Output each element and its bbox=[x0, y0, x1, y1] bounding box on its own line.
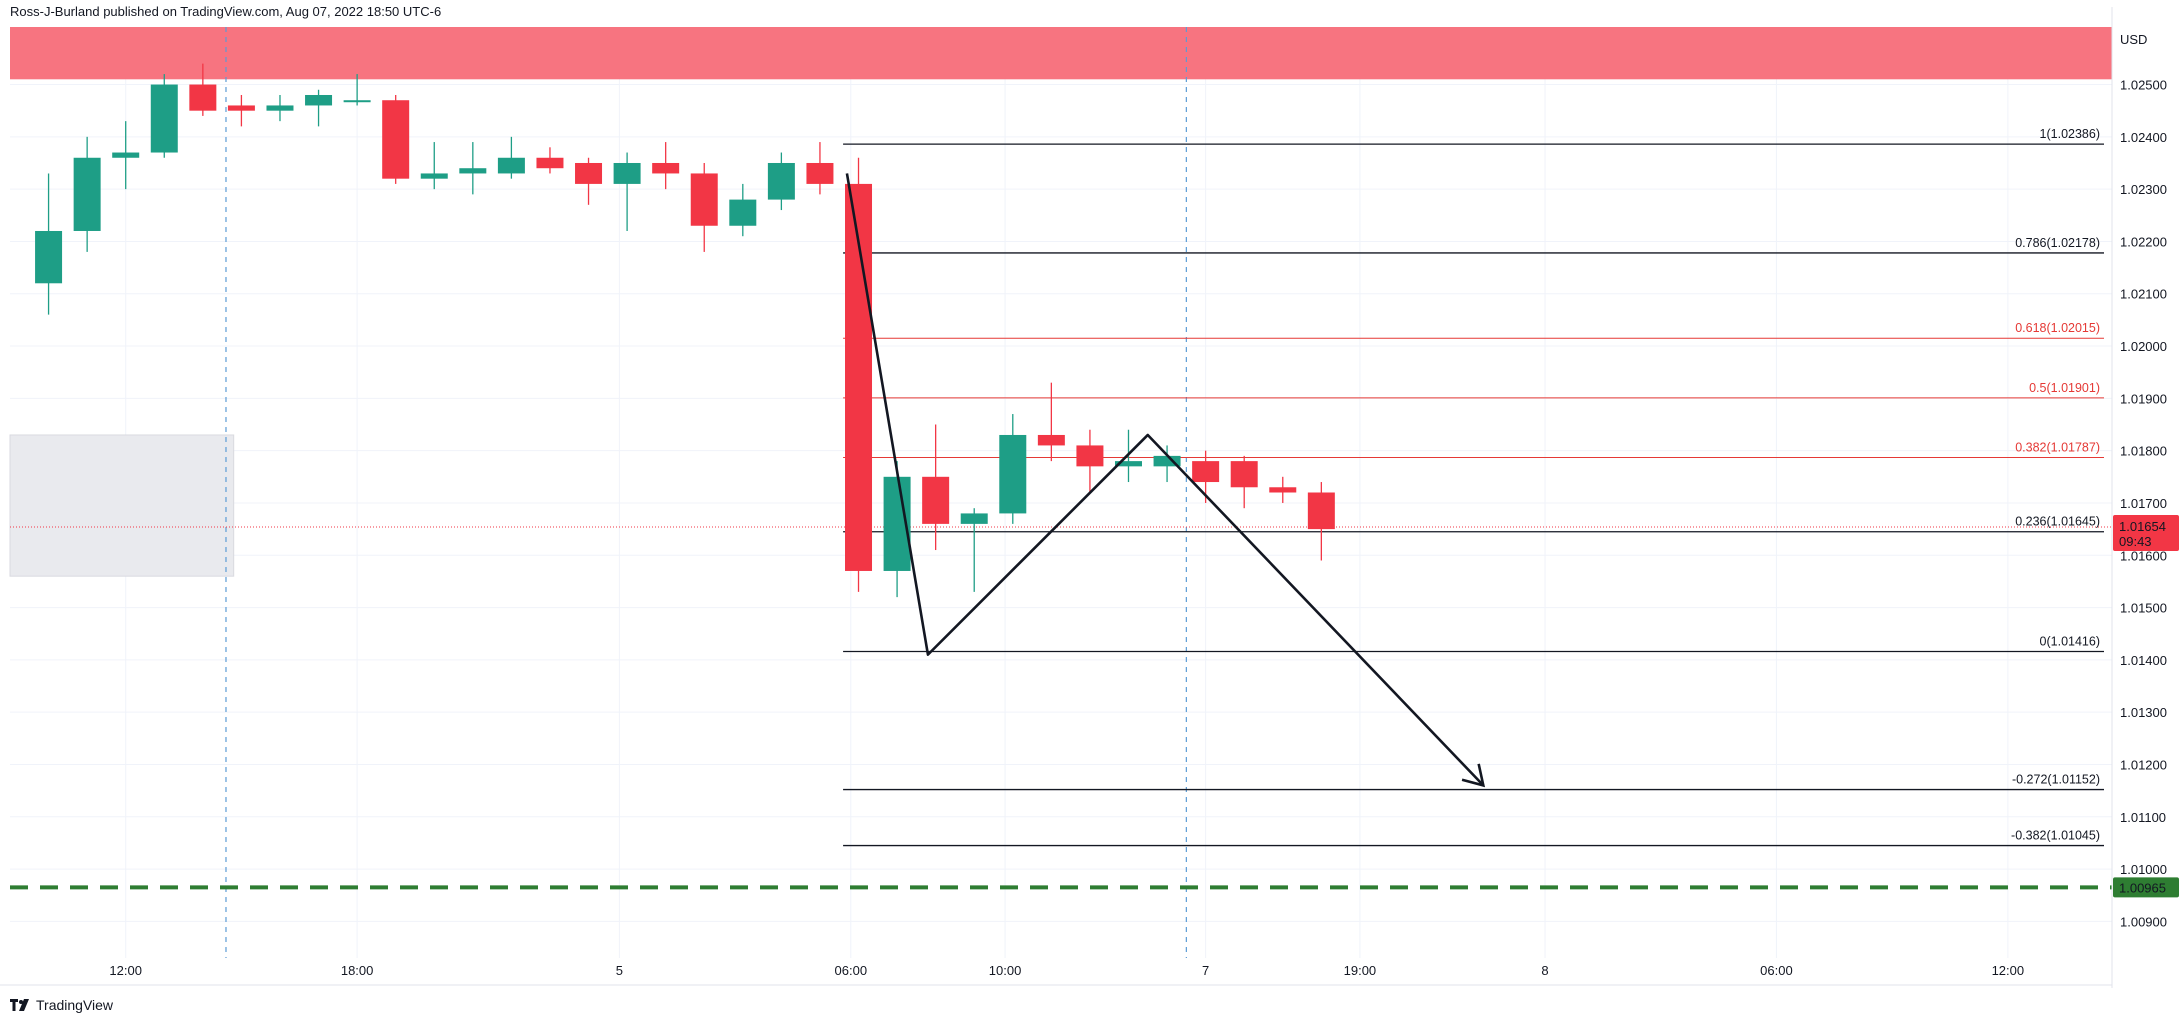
time-tick-label: 06:00 bbox=[835, 963, 868, 978]
candle-body bbox=[1192, 461, 1220, 483]
candle-body bbox=[112, 152, 140, 158]
fib-level-label: 0.618(1.02015) bbox=[2015, 321, 2100, 335]
time-tick-label: 18:00 bbox=[341, 963, 374, 978]
price-tick-label: 1.02100 bbox=[2120, 287, 2167, 302]
candle-body bbox=[1230, 461, 1258, 488]
currency-label: USD bbox=[2120, 32, 2147, 47]
time-axis: 12:00 18:00 5 06:00 10:00 7 19:00 8 06:00 12:00 bbox=[0, 963, 2112, 986]
support-price-tag bbox=[2113, 877, 2179, 898]
tradingview-logo-icon bbox=[10, 999, 30, 1011]
candle-body bbox=[35, 230, 63, 284]
price-tick-label: 1.02300 bbox=[2120, 182, 2167, 197]
time-tick-label: 19:00 bbox=[1344, 963, 1377, 978]
price-tick-label: 1.01300 bbox=[2120, 705, 2167, 720]
candle-body bbox=[189, 84, 217, 111]
candle-body bbox=[305, 94, 333, 106]
price-path-drawing bbox=[845, 173, 1486, 788]
candle-body bbox=[690, 173, 718, 226]
candle-body bbox=[575, 162, 603, 184]
projection-path bbox=[845, 173, 1485, 787]
candle-body bbox=[652, 162, 680, 174]
price-tick-label: 1.01400 bbox=[2120, 653, 2167, 668]
price-tick-label: 1.02200 bbox=[2120, 234, 2167, 249]
time-tick-label: 7 bbox=[1202, 963, 1209, 978]
candle-body bbox=[73, 157, 101, 231]
price-tick-label: 1.01800 bbox=[2120, 444, 2167, 459]
candle-body bbox=[1114, 461, 1142, 467]
last-price-tag bbox=[2113, 515, 2179, 552]
chart-zones bbox=[9, 27, 2112, 577]
fib-level-label: 1(1.02386) bbox=[2040, 127, 2100, 141]
chart-grid bbox=[10, 27, 2112, 958]
candle-body bbox=[536, 157, 564, 169]
price-tick-label: 1.02400 bbox=[2120, 130, 2167, 145]
candle-body bbox=[150, 84, 178, 153]
fib-level-label: 0(1.01416) bbox=[2040, 635, 2100, 649]
fib-level-label: 0.5(1.01901) bbox=[2029, 381, 2100, 395]
candle-body bbox=[459, 168, 487, 174]
time-tick-label: 12:00 bbox=[109, 963, 142, 978]
candle-body bbox=[1037, 434, 1065, 446]
price-axis: USD 1.00900 1.01000 1.01100 1.01200 1.01300 1.… bbox=[2111, 7, 2179, 988]
candle-body bbox=[960, 513, 988, 524]
price-tick-label: 1.01500 bbox=[2120, 601, 2167, 616]
footer-branding: TradingView bbox=[10, 997, 113, 1013]
consolidation-box bbox=[9, 434, 235, 577]
candle-body bbox=[266, 105, 294, 111]
fib-level-label: 0.236(1.01645) bbox=[2015, 515, 2100, 529]
candle-body bbox=[1307, 492, 1335, 530]
price-tick-label: 1.01000 bbox=[2120, 862, 2167, 877]
fibonacci-retracement: 1(1.02386) 0.786(1.02178) 0.618(1.02015) 0.… bbox=[10, 127, 2112, 847]
candle-body bbox=[922, 476, 950, 524]
fib-level-label: -0.272(1.01152) bbox=[2012, 773, 2100, 787]
last-price-label: 1.01654 bbox=[2119, 519, 2166, 534]
price-tick-label: 1.01900 bbox=[2120, 391, 2167, 406]
candle-body bbox=[613, 162, 641, 184]
price-tick-label: 1.01600 bbox=[2120, 548, 2167, 563]
candle-body bbox=[729, 199, 757, 226]
price-tick-label: 1.02500 bbox=[2120, 78, 2167, 93]
candle-body bbox=[999, 434, 1027, 514]
price-tick-label: 1.01200 bbox=[2120, 757, 2167, 772]
time-tick-label: 8 bbox=[1541, 963, 1548, 978]
candle-body bbox=[1076, 445, 1104, 467]
price-tick-label: 1.02000 bbox=[2120, 339, 2167, 354]
time-tick-label: 12:00 bbox=[1992, 963, 2025, 978]
publisher-attribution: Ross-J-Burland published on TradingView.… bbox=[10, 4, 442, 19]
price-tick-label: 1.01100 bbox=[2120, 810, 2166, 825]
session-separators bbox=[225, 27, 1187, 958]
candle-body bbox=[497, 157, 525, 174]
footer-brand-text: TradingView bbox=[36, 997, 114, 1013]
candle-body bbox=[420, 173, 448, 179]
candle-body bbox=[343, 100, 371, 103]
candle-body bbox=[1153, 455, 1181, 467]
candle-body bbox=[227, 105, 255, 111]
candle-body bbox=[767, 162, 795, 200]
resistance-zone bbox=[10, 27, 2112, 80]
price-tick-label: 1.00900 bbox=[2120, 914, 2167, 929]
support-price-label: 1.00965 bbox=[2119, 880, 2166, 895]
bar-countdown-label: 09:43 bbox=[2119, 534, 2152, 549]
candle-body bbox=[382, 100, 410, 179]
candle-body bbox=[806, 162, 834, 184]
fib-level-label: -0.382(1.01045) bbox=[2011, 829, 2100, 843]
time-tick-label: 5 bbox=[616, 963, 623, 978]
fib-level-label: 0.786(1.02178) bbox=[2015, 236, 2100, 250]
fib-level-label: 0.382(1.01787) bbox=[2015, 440, 2100, 454]
candle-body bbox=[1269, 487, 1297, 493]
arrow-head-icon bbox=[1461, 763, 1486, 788]
time-tick-label: 10:00 bbox=[989, 963, 1022, 978]
price-tick-label: 1.01700 bbox=[2120, 496, 2167, 511]
time-tick-label: 06:00 bbox=[1760, 963, 1793, 978]
